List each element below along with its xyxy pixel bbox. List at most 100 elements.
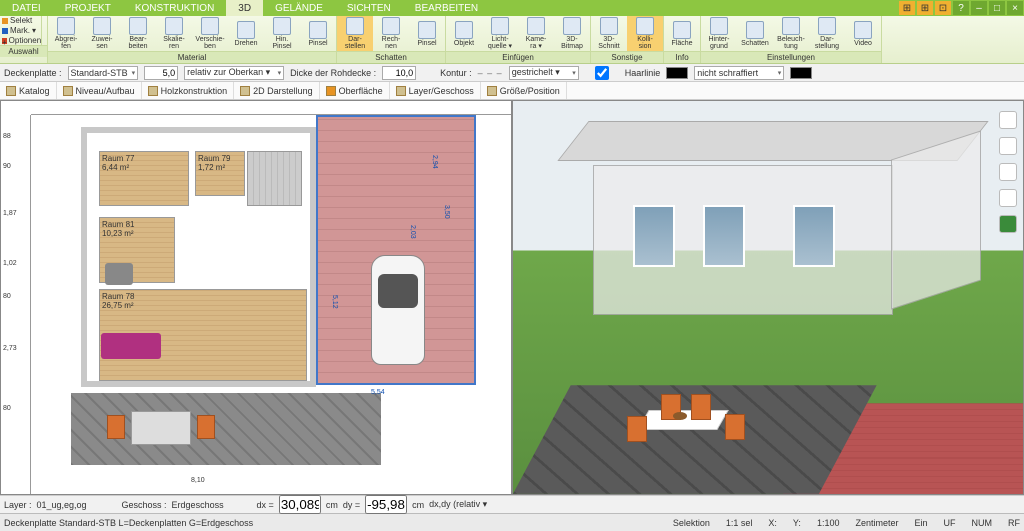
close-button[interactable]: × xyxy=(1007,1,1023,15)
ribbon-btn[interactable]: Objekt xyxy=(446,16,482,51)
ribbon-btn[interactable]: 3D- Schnitt xyxy=(591,16,627,51)
win-btn-2[interactable]: ⊞ xyxy=(917,1,933,15)
tool-icon xyxy=(93,17,111,35)
dy-input[interactable] xyxy=(365,495,407,514)
terrace-table xyxy=(131,411,191,445)
relative-select[interactable]: relativ zur Oberkan ▾ xyxy=(184,66,284,80)
layers-icon[interactable] xyxy=(999,111,1017,129)
view-2d[interactable]: 88 90 1,87 1,02 80 2,73 80 Raum 776,44 m… xyxy=(0,100,512,495)
toolbtn-groesse[interactable]: Größe/Position xyxy=(481,82,567,99)
tab-sichten[interactable]: SICHTEN xyxy=(335,0,403,16)
kontur-select[interactable]: gestrichelt ▾ xyxy=(509,66,579,80)
ribbon-btn[interactable]: Hinter- grund xyxy=(701,16,737,51)
coord-mode-select[interactable]: dx,dy (relativ ▾ xyxy=(429,499,509,510)
ribbon-btn[interactable]: Video xyxy=(845,16,881,51)
tool-icon xyxy=(237,21,255,39)
ribbon-btn[interactable]: Pinsel xyxy=(409,16,445,51)
ruler-top xyxy=(31,101,511,115)
ribbon-btn[interactable]: Skalie- ren xyxy=(156,16,192,51)
ruler-left: 88 90 1,87 1,02 80 2,73 80 xyxy=(1,115,31,494)
ribbon-btn[interactable]: Licht- quelle ▾ xyxy=(482,16,518,51)
tab-3d[interactable]: 3D xyxy=(226,0,263,16)
minimize-button[interactable]: – xyxy=(971,1,987,15)
tool-icon xyxy=(491,17,509,35)
ribbon-btn[interactable]: Schatten xyxy=(737,16,773,51)
color-swatch-1[interactable] xyxy=(666,67,688,79)
ribbon-btn[interactable]: Drehen xyxy=(228,16,264,51)
rohdecke-label: Dicke der Rohdecke : xyxy=(290,68,376,78)
toolbtn-holz[interactable]: Holzkonstruktion xyxy=(142,82,235,99)
ribbon-group-auswahl: Selekt Mark.▾ +Optionen Auswahl xyxy=(0,16,48,63)
ribbon-btn[interactable]: Kolli- sion xyxy=(627,16,663,51)
ribbon-btn[interactable]: Zuwei- sen xyxy=(84,16,120,51)
window-3d-2 xyxy=(703,205,745,267)
house-outline[interactable]: Raum 776,44 m²Raum 791,72 m²Raum 8110,23… xyxy=(81,127,316,387)
person-icon[interactable] xyxy=(999,163,1017,181)
thickness-1-input[interactable] xyxy=(144,66,178,80)
tool-icon xyxy=(818,17,836,35)
select-tool[interactable]: Selekt xyxy=(2,16,39,25)
deckenplatte-select[interactable]: Standard-STB xyxy=(68,66,139,80)
tab-bearbeiten[interactable]: BEARBEITEN xyxy=(403,0,490,16)
menu-bar: DATEI PROJEKT KONSTRUKTION 3D GELÄNDE SI… xyxy=(0,0,1024,16)
color-swatch-2[interactable] xyxy=(790,67,812,79)
ribbon-btn[interactable]: Verschie- ben xyxy=(192,16,228,51)
help-button[interactable]: ? xyxy=(953,1,969,15)
home-icon[interactable] xyxy=(999,137,1017,155)
room[interactable]: Raum 776,44 m² xyxy=(99,151,189,206)
ribbon-btn[interactable]: Hin. Pinsel xyxy=(264,16,300,51)
toolbtn-oberflaeche[interactable]: Oberfläche xyxy=(320,82,390,99)
ribbon-btn[interactable]: Fläche xyxy=(664,16,700,51)
car-icon xyxy=(371,255,425,365)
toolbtn-niveau[interactable]: Niveau/Aufbau xyxy=(57,82,142,99)
ribbon-btn[interactable]: Bear- beiten xyxy=(120,16,156,51)
ribbon-btn[interactable]: Dar- stellen xyxy=(337,16,373,51)
tool-icon xyxy=(309,21,327,39)
ribbon-btn[interactable]: Abgrei- fen xyxy=(48,16,84,51)
win-btn-1[interactable]: ⊞ xyxy=(899,1,915,15)
ribbon-group-einfügen: ObjektLicht- quelle ▾Kame- ra ▾3D- Bitma… xyxy=(446,16,591,63)
tab-konstruktion[interactable]: KONSTRUKTION xyxy=(123,0,226,16)
ribbon-btn[interactable]: Beleuch- tung xyxy=(773,16,809,51)
view-3d[interactable] xyxy=(512,100,1024,495)
armchair-1 xyxy=(105,263,133,285)
options-button[interactable]: +Optionen xyxy=(2,36,39,45)
floor-select[interactable]: Erdgeschoss xyxy=(172,500,252,510)
tool-row: Katalog Niveau/Aufbau Holzkonstruktion 2… xyxy=(0,82,1024,100)
tool-icon xyxy=(57,17,75,35)
kontur-label: Kontur : xyxy=(440,68,472,78)
tab-projekt[interactable]: PROJEKT xyxy=(53,0,123,16)
room[interactable]: Raum 791,72 m² xyxy=(195,151,245,196)
tool-icon xyxy=(746,21,764,39)
status-left: Deckenplatte Standard-STB L=Deckenplatte… xyxy=(4,518,253,528)
tree-icon[interactable] xyxy=(999,215,1017,233)
ribbon-btn[interactable]: Dar- stellung xyxy=(809,16,845,51)
haarlinie-label: Haarlinie xyxy=(625,68,661,78)
maximize-button[interactable]: □ xyxy=(989,1,1005,15)
rohdecke-input[interactable] xyxy=(382,66,416,80)
toolbtn-katalog[interactable]: Katalog xyxy=(0,82,57,99)
dx-input[interactable] xyxy=(279,495,321,514)
hatch-select[interactable]: nicht schraffiert xyxy=(694,66,784,80)
grid-icon[interactable] xyxy=(999,189,1017,207)
win-btn-3[interactable]: ⊡ xyxy=(935,1,951,15)
toolbtn-layer[interactable]: Layer/Geschoss xyxy=(390,82,481,99)
ribbon-btn[interactable]: 3D- Bitmap xyxy=(554,16,590,51)
tool-icon xyxy=(418,21,436,39)
tab-gelaende[interactable]: GELÄNDE xyxy=(263,0,335,16)
tool-icon xyxy=(165,17,183,35)
table-3d xyxy=(633,404,743,454)
dim-gh2: 3,50 xyxy=(443,205,450,219)
tool-icon xyxy=(636,17,654,35)
tab-datei[interactable]: DATEI xyxy=(0,0,53,16)
ribbon-btn[interactable]: Pinsel xyxy=(300,16,336,51)
ribbon-btn[interactable]: Kame- ra ▾ xyxy=(518,16,554,51)
tool-icon xyxy=(600,17,618,35)
mark-tool[interactable]: Mark.▾ xyxy=(2,26,39,35)
workspace: 88 90 1,87 1,02 80 2,73 80 Raum 776,44 m… xyxy=(0,100,1024,495)
haarlinie-check[interactable] xyxy=(585,66,619,80)
tool-icon xyxy=(201,17,219,35)
ribbon-btn[interactable]: Rech- nen xyxy=(373,16,409,51)
toolbtn-2d[interactable]: 2D Darstellung xyxy=(234,82,320,99)
layer-select[interactable]: 01_ug,eg,og xyxy=(37,500,117,510)
